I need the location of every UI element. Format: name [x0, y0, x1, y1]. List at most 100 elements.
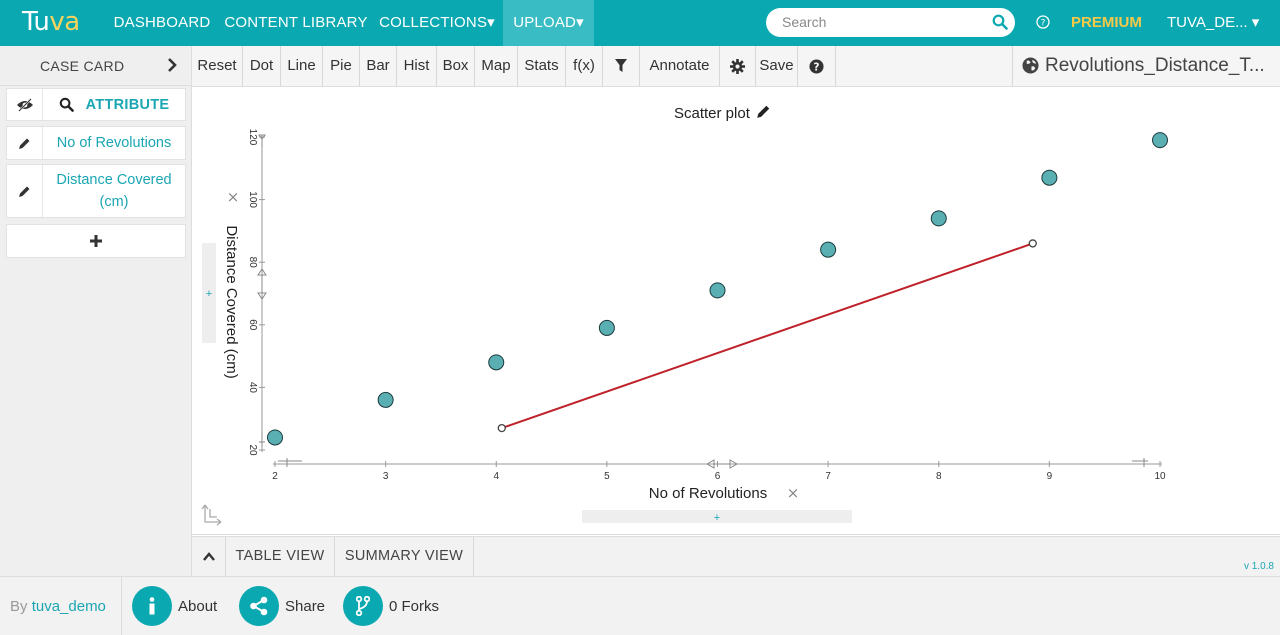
search-icon[interactable]: [59, 97, 74, 112]
nav-collections[interactable]: COLLECTIONS▾: [379, 14, 495, 31]
function-button[interactable]: f(x): [566, 46, 603, 86]
data-point[interactable]: [267, 429, 283, 446]
y-tick-label: 100: [247, 191, 258, 208]
logo-main: Tu: [22, 7, 50, 37]
y-axis-pan-handle[interactable]: [257, 268, 267, 300]
x-axis-max-handle[interactable]: [1132, 458, 1148, 467]
pencil-icon[interactable]: [756, 104, 771, 119]
x-axis-label[interactable]: No of Revolutions: [649, 485, 767, 502]
search-icon[interactable]: [992, 14, 1008, 30]
histogram-button[interactable]: Hist: [397, 46, 437, 86]
plus-icon: [90, 235, 102, 247]
remove-y-attribute-icon[interactable]: ×: [227, 188, 240, 206]
case-card-header: CASE CARD: [0, 46, 192, 86]
attribute-label[interactable]: No of Revolutions: [56, 135, 172, 151]
y-tick-label: 120: [247, 129, 258, 146]
data-point[interactable]: [820, 241, 837, 258]
author-line: By tuva_demo: [10, 598, 106, 615]
nav-upload[interactable]: UPLOAD▾: [503, 0, 594, 46]
premium-link[interactable]: PREMIUM: [1071, 14, 1142, 31]
y-axis-min-handle[interactable]: [259, 432, 265, 447]
footer: By tuva_demo About Share 0 Forks: [0, 576, 1280, 635]
x-tick-label: 8: [936, 471, 942, 482]
nav-content-library[interactable]: CONTENT LIBRARY: [224, 14, 368, 31]
globe-icon[interactable]: [1022, 57, 1039, 74]
y-axis-label[interactable]: Distance Covered (cm): [223, 225, 240, 378]
info-icon: [132, 586, 172, 626]
pencil-icon[interactable]: [7, 127, 43, 159]
help-button[interactable]: ?: [798, 46, 836, 86]
dataset-title[interactable]: Revolutions_Distance_T...: [1045, 55, 1265, 76]
attribute-row-distance[interactable]: Distance Covered (cm): [6, 164, 186, 218]
swap-axes-icon[interactable]: [201, 504, 222, 526]
data-point[interactable]: [598, 319, 615, 336]
view-tabs: TABLE VIEW SUMMARY VIEW v 1.0.8: [192, 536, 1280, 576]
x-axis-drop-zone[interactable]: [582, 510, 852, 523]
data-point[interactable]: [1152, 132, 1168, 149]
graph-title[interactable]: Scatter plot: [674, 104, 771, 122]
data-point[interactable]: [930, 210, 947, 227]
add-attribute-button[interactable]: [6, 224, 186, 258]
table-view-tab[interactable]: TABLE VIEW: [226, 537, 335, 576]
annotate-button[interactable]: Annotate: [640, 46, 720, 86]
x-tick-label: 9: [1047, 471, 1053, 482]
y-tick-label: 80: [247, 257, 258, 269]
movable-line-handle[interactable]: [497, 423, 506, 433]
summary-view-tab[interactable]: SUMMARY VIEW: [335, 537, 474, 576]
about-label: About: [178, 597, 218, 615]
graph-title-text[interactable]: Scatter plot: [674, 105, 750, 122]
collapse-button[interactable]: [192, 537, 226, 576]
about-button[interactable]: About: [132, 586, 217, 626]
box-plot-button[interactable]: Box: [437, 46, 475, 86]
y-axis-drop-zone[interactable]: [202, 243, 216, 343]
x-tick-label: 5: [604, 471, 610, 482]
reset-button[interactable]: Reset: [192, 46, 243, 86]
stats-button[interactable]: Stats: [518, 46, 566, 86]
data-point[interactable]: [709, 282, 726, 299]
help-circle-icon[interactable]: ?: [1036, 15, 1050, 29]
forks-button[interactable]: 0 Forks: [343, 586, 439, 626]
save-button[interactable]: Save: [756, 46, 798, 86]
eye-slash-icon[interactable]: [7, 89, 43, 120]
graph-panel: Scatter plot + +2 3 4 5 6 7 8 9 10 20 40 60 80 100 120 N…: [192, 87, 1280, 535]
search-input[interactable]: [782, 14, 982, 30]
attribute-label[interactable]: Distance Covered (cm): [56, 172, 172, 210]
fork-icon: [343, 586, 383, 626]
footer-divider: [121, 577, 122, 635]
user-menu[interactable]: TUVA_DE... ▾: [1167, 14, 1260, 31]
x-tick-label: 2: [272, 471, 278, 482]
chevron-up-icon: [202, 552, 215, 561]
dot-plot-button[interactable]: Dot: [243, 46, 281, 86]
movable-line[interactable]: [501, 242, 1034, 430]
author-prefix: By: [10, 598, 32, 615]
y-axis-max-handle[interactable]: [258, 134, 266, 147]
tuva-logo[interactable]: Tuva: [22, 7, 80, 37]
nav-dashboard[interactable]: DASHBOARD: [113, 14, 211, 31]
filter-button[interactable]: [603, 46, 640, 86]
author-link[interactable]: tuva_demo: [31, 598, 106, 615]
x-tick-label: 6: [715, 471, 721, 482]
y-tick-label: 20: [247, 444, 258, 456]
case-card-title: CASE CARD: [40, 58, 125, 74]
line-plot-button[interactable]: Line: [281, 46, 323, 86]
chevron-right-icon[interactable]: [166, 57, 178, 73]
pencil-icon[interactable]: [7, 165, 43, 217]
data-point[interactable]: [488, 354, 505, 371]
share-icon: [239, 586, 279, 626]
attribute-row-revolutions[interactable]: No of Revolutions: [6, 126, 186, 160]
settings-button[interactable]: [720, 46, 756, 86]
x-axis-add-icon[interactable]: +: [714, 512, 720, 524]
graph-toolbar: Reset Dot Line Pie Bar Hist Box Map Stat…: [192, 46, 1280, 87]
x-tick-label: 3: [383, 471, 389, 482]
x-axis-pan-handle[interactable]: [705, 459, 739, 469]
share-button[interactable]: Share: [239, 586, 325, 626]
pie-chart-button[interactable]: Pie: [323, 46, 360, 86]
bar-chart-button[interactable]: Bar: [360, 46, 397, 86]
data-point[interactable]: [377, 391, 394, 408]
map-button[interactable]: Map: [475, 46, 518, 86]
y-axis-add-icon[interactable]: +: [206, 288, 212, 300]
data-point[interactable]: [1041, 169, 1058, 186]
movable-line-handle[interactable]: [1028, 239, 1037, 248]
remove-x-attribute-icon[interactable]: ×: [787, 484, 800, 502]
x-axis-min-handle[interactable]: [278, 458, 302, 467]
